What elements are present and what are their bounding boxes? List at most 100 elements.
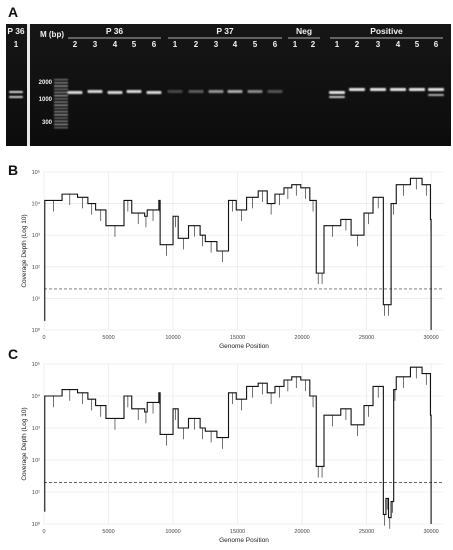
ladder-band bbox=[54, 98, 68, 100]
coverage-series-line bbox=[44, 177, 432, 330]
y-tick-label: 10⁰ bbox=[32, 327, 41, 334]
y-tick-label: 10⁵ bbox=[32, 361, 40, 368]
gel-lane-number: 4 bbox=[233, 40, 238, 49]
gel-band bbox=[428, 94, 444, 96]
gel-group-label: Positive bbox=[370, 26, 403, 36]
gel-divider bbox=[27, 24, 30, 146]
gel-lane-number: 2 bbox=[194, 40, 199, 49]
ladder-band bbox=[54, 82, 68, 84]
ladder-band bbox=[54, 114, 68, 116]
gel-lane-number: 5 bbox=[253, 40, 258, 49]
x-tick-label: 5000 bbox=[102, 335, 114, 341]
y-tick-label: 10¹ bbox=[32, 296, 40, 302]
gel-lane-number: 2 bbox=[73, 40, 78, 49]
x-tick-label: 10000 bbox=[165, 335, 180, 341]
gel-band bbox=[146, 91, 162, 94]
x-tick-label: 25000 bbox=[359, 529, 374, 535]
ladder-band bbox=[54, 91, 68, 94]
x-tick-label: 15000 bbox=[230, 529, 245, 535]
gel-band bbox=[409, 88, 425, 91]
coverage-chart-b: 10⁰ 10¹ 10² 10³ 10⁴ 10⁵ 0 5000 10000 15000 20000 25… bbox=[21, 169, 444, 350]
ladder-band bbox=[54, 85, 68, 87]
gel-band bbox=[107, 91, 123, 94]
gel-lane-number: 3 bbox=[93, 40, 98, 49]
panel-label-b: B bbox=[8, 162, 19, 178]
y-tick-label: 10³ bbox=[32, 426, 40, 432]
x-tick-label: 25000 bbox=[359, 335, 374, 341]
gel-group-label: P 36 bbox=[7, 26, 25, 36]
x-axis-label: Genome Position bbox=[219, 537, 269, 544]
gel-band bbox=[188, 90, 204, 93]
x-tick-label: 15000 bbox=[230, 335, 245, 341]
gel-marker-size-label: 2000 bbox=[39, 80, 53, 86]
x-tick-label: 10000 bbox=[165, 529, 180, 535]
coverage-chart-c: 10⁰ 10¹ 10² 10³ 10⁴ 10⁵ 0 5000 10000 15000 20000 25… bbox=[21, 361, 444, 544]
gel-marker-header: M (bp) bbox=[40, 30, 64, 39]
gel-band bbox=[9, 96, 23, 98]
gel-image: P 36 1 P 36 2 3 4 5 6 P 37 1 2 3 4 5 6 Neg 1 2 Positive 1 2 3… bbox=[6, 24, 451, 146]
ladder-band bbox=[54, 79, 68, 81]
gel-band bbox=[329, 96, 345, 98]
gel-band bbox=[227, 90, 243, 93]
gel-lane-number: 5 bbox=[415, 40, 420, 49]
ladder-band bbox=[54, 111, 68, 113]
gel-lane-number: 5 bbox=[132, 40, 137, 49]
gel-lane-number: 3 bbox=[376, 40, 381, 49]
gel-band bbox=[167, 90, 183, 93]
ladder-band bbox=[54, 123, 68, 126]
y-tick-label: 10¹ bbox=[32, 490, 40, 496]
gel-marker-size-label: 300 bbox=[42, 120, 53, 126]
y-tick-label: 10⁵ bbox=[32, 169, 40, 176]
ladder-band bbox=[54, 120, 68, 122]
y-tick-label: 10³ bbox=[32, 233, 40, 239]
y-axis-label: Coverage Depth (Log 10) bbox=[21, 214, 28, 287]
gel-lane-number: 6 bbox=[273, 40, 278, 49]
y-tick-label: 10⁰ bbox=[32, 521, 41, 528]
gel-lane-number: 1 bbox=[14, 40, 19, 49]
gel-lane-number: 4 bbox=[113, 40, 118, 49]
gel-group-label: P 36 bbox=[106, 26, 124, 36]
gel-lane-number: 6 bbox=[434, 40, 439, 49]
ladder-band bbox=[54, 95, 68, 97]
gel-band bbox=[390, 88, 406, 91]
y-tick-label: 10² bbox=[32, 265, 40, 271]
x-tick-label: 30000 bbox=[423, 529, 438, 535]
y-tick-label: 10⁴ bbox=[32, 201, 41, 208]
y-tick-label: 10⁴ bbox=[32, 393, 41, 400]
gel-lane-number: 1 bbox=[335, 40, 340, 49]
ladder-band bbox=[54, 127, 68, 129]
gel-band bbox=[349, 88, 365, 91]
y-axis-label: Coverage Depth (Log 10) bbox=[21, 407, 28, 480]
gel-group-label: P 37 bbox=[216, 26, 234, 36]
x-tick-label: 0 bbox=[42, 335, 45, 341]
gel-lane-number: 2 bbox=[355, 40, 360, 49]
gel-lane-number: 1 bbox=[173, 40, 178, 49]
gel-band bbox=[329, 91, 345, 94]
gel-lane-number: 3 bbox=[214, 40, 219, 49]
gel-band bbox=[428, 88, 444, 91]
gel-band bbox=[370, 88, 386, 91]
ladder-band bbox=[54, 88, 68, 90]
gel-band bbox=[9, 91, 23, 93]
gel-band bbox=[87, 90, 103, 93]
gel-lane-number: 2 bbox=[311, 40, 316, 49]
gel-lane-number: 4 bbox=[396, 40, 401, 49]
panel-label-a: A bbox=[8, 4, 19, 20]
gel-band bbox=[126, 90, 142, 93]
ladder-band bbox=[54, 104, 68, 106]
gel-band bbox=[247, 90, 263, 93]
gel-band bbox=[267, 90, 283, 93]
x-tick-label: 20000 bbox=[294, 529, 309, 535]
ladder-band bbox=[54, 117, 68, 119]
ladder-band bbox=[54, 107, 68, 110]
gel-band bbox=[67, 91, 83, 94]
ladder-band bbox=[54, 101, 68, 103]
x-tick-label: 30000 bbox=[423, 335, 438, 341]
gel-marker-size-label: 1000 bbox=[39, 97, 53, 103]
x-tick-label: 0 bbox=[42, 529, 45, 535]
panel-label-c: C bbox=[8, 346, 19, 362]
gel-group-label: Neg bbox=[296, 26, 312, 36]
gel-band bbox=[208, 90, 224, 93]
x-tick-label: 5000 bbox=[102, 529, 114, 535]
x-axis-label: Genome Position bbox=[219, 343, 269, 350]
